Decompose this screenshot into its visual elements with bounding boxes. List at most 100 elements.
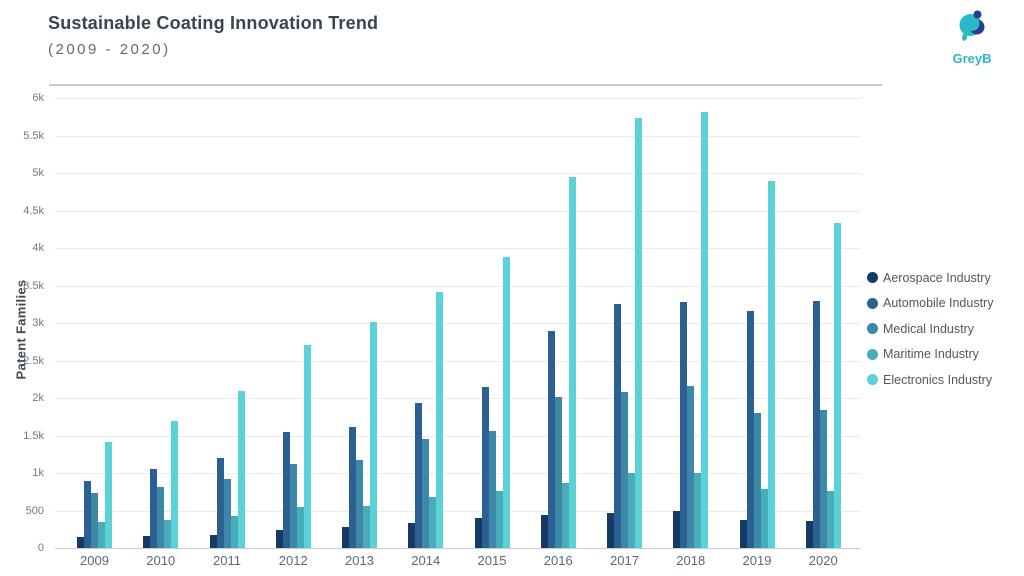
bar-2019-medical-industry: [753, 412, 761, 548]
gridline-2.5k: [55, 360, 861, 362]
bar-2015-electronics-industry: [502, 257, 510, 548]
bar-2011-aerospace-industry: [209, 534, 217, 548]
x-tick-2013: 2013: [345, 553, 374, 568]
bar-2018-aerospace-industry: [673, 510, 681, 548]
bar-2011-medical-industry: [223, 479, 231, 548]
bar-2018-electronics-industry: [701, 111, 709, 548]
bar-group-2010: [143, 98, 179, 548]
bar-chart-plot-area: [55, 98, 861, 549]
y-tick-0: 0: [37, 542, 44, 554]
bar-2011-automobile-industry: [216, 458, 224, 548]
y-tick-6k: 6k: [32, 92, 44, 104]
bar-2010-aerospace-industry: [143, 536, 151, 548]
legend-item-medical-industry: Medical Industry: [867, 316, 1022, 342]
gridline-5k: [55, 173, 861, 174]
bar-group-2019: [739, 98, 775, 548]
legend-label: Aerospace Industry: [883, 270, 991, 285]
bar-2009-medical-industry: [91, 493, 98, 548]
x-tick-2012: 2012: [278, 553, 308, 568]
header-divider: [49, 84, 882, 86]
y-tick-4k: 4k: [32, 242, 44, 254]
y-tick-3.5k: 3.5k: [23, 279, 44, 292]
gridline-3k: [55, 323, 861, 324]
bar-2009-aerospace-industry: [77, 536, 84, 548]
bar-2009-electronics-industry: [105, 441, 112, 548]
bar-2012-aerospace-industry: [275, 530, 283, 548]
x-tick-2016: 2016: [543, 553, 573, 568]
bar-2018-automobile-industry: [680, 302, 688, 548]
legend-label: Medical Industry: [883, 321, 975, 336]
bar-2016-aerospace-industry: [540, 514, 548, 548]
gridline-0: [55, 548, 861, 549]
greyb-logo-text: GreyB: [952, 51, 992, 66]
bar-group-2012: [275, 98, 311, 548]
bar-2020-medical-industry: [819, 410, 827, 548]
x-tick-2018: 2018: [676, 553, 706, 568]
bar-2017-aerospace-industry: [607, 513, 614, 548]
bar-2020-maritime-industry: [826, 491, 834, 548]
bar-2012-automobile-industry: [282, 431, 290, 548]
bar-2017-medical-industry: [621, 392, 628, 548]
x-tick-2019: 2019: [742, 553, 772, 568]
bar-2014-maritime-industry: [429, 497, 437, 548]
bar-2016-automobile-industry: [547, 331, 555, 548]
bar-2019-maritime-industry: [760, 489, 768, 548]
y-tick-500: 500: [25, 504, 44, 517]
bar-2020-automobile-industry: [812, 301, 820, 548]
gridline-1k: [55, 473, 861, 474]
greyb-logo: GreyB: [940, 6, 1004, 66]
legend-label: Maritime Industry: [883, 347, 979, 362]
bar-2013-maritime-industry: [363, 506, 370, 548]
bar-2015-automobile-industry: [481, 386, 489, 548]
gridline-1.5k: [55, 435, 861, 437]
legend-dot-icon: [867, 348, 878, 360]
bar-2010-automobile-industry: [150, 468, 158, 548]
bar-2014-medical-industry: [422, 439, 430, 548]
bar-2017-maritime-industry: [628, 473, 635, 548]
bar-2009-maritime-industry: [98, 521, 105, 548]
bar-group-2016: [540, 98, 576, 548]
bar-group-2015: [474, 98, 510, 548]
page-subtitle: (2009 - 2020): [48, 41, 171, 58]
bar-2014-aerospace-industry: [408, 522, 416, 548]
legend-label: Automobile Industry: [883, 296, 994, 311]
bar-2010-medical-industry: [157, 487, 165, 548]
x-tick-2010: 2010: [146, 553, 176, 568]
bar-2010-electronics-industry: [171, 421, 179, 548]
bar-group-2014: [408, 98, 444, 548]
bar-2016-medical-industry: [554, 396, 562, 548]
legend-dot-icon: [867, 297, 878, 309]
x-tick-2017: 2017: [610, 553, 639, 568]
legend-dot-icon: [867, 374, 878, 386]
gridline-3.5k: [55, 285, 861, 287]
bar-2013-medical-industry: [356, 459, 363, 548]
bar-2020-aerospace-industry: [805, 521, 813, 548]
legend-label: Electronics Industry: [883, 372, 993, 387]
bar-2018-medical-industry: [687, 386, 695, 548]
bar-2016-maritime-industry: [561, 482, 569, 548]
bar-2015-medical-industry: [488, 431, 496, 548]
bar-2013-aerospace-industry: [342, 527, 349, 548]
bar-2015-maritime-industry: [495, 491, 503, 548]
legend-item-automobile-industry: Automobile Industry: [867, 291, 1022, 317]
y-tick-2k: 2k: [32, 392, 44, 404]
gridline-4.5k: [55, 210, 861, 212]
bar-2009-automobile-industry: [84, 481, 91, 548]
x-tick-2014: 2014: [411, 553, 441, 568]
x-axis-tick-labels: 2009 2010 2011 2012 2013 2014 2015 2016 2017 2018…: [55, 553, 861, 571]
y-tick-5.5k: 5.5k: [23, 129, 44, 142]
bar-2019-electronics-industry: [767, 181, 775, 548]
bar-2012-maritime-industry: [296, 507, 304, 548]
bar-2017-electronics-industry: [635, 118, 642, 548]
bar-2016-electronics-industry: [568, 176, 576, 548]
bar-group-2011: [209, 98, 245, 548]
gridline-500: [55, 510, 861, 512]
bar-2019-aerospace-industry: [739, 520, 747, 548]
legend-dot-icon: [867, 272, 878, 284]
gridline-4k: [55, 248, 861, 249]
bar-group-2018: [673, 98, 709, 548]
y-tick-3k: 3k: [32, 317, 44, 329]
gridline-2k: [55, 398, 861, 399]
y-axis-tick-labels: 0 500 1k 1.5k 2k 2.5k 3k 3.5k 4k 4.5k 5k 5.5k 6k: [0, 92, 48, 554]
y-tick-2.5k: 2.5k: [23, 354, 44, 367]
